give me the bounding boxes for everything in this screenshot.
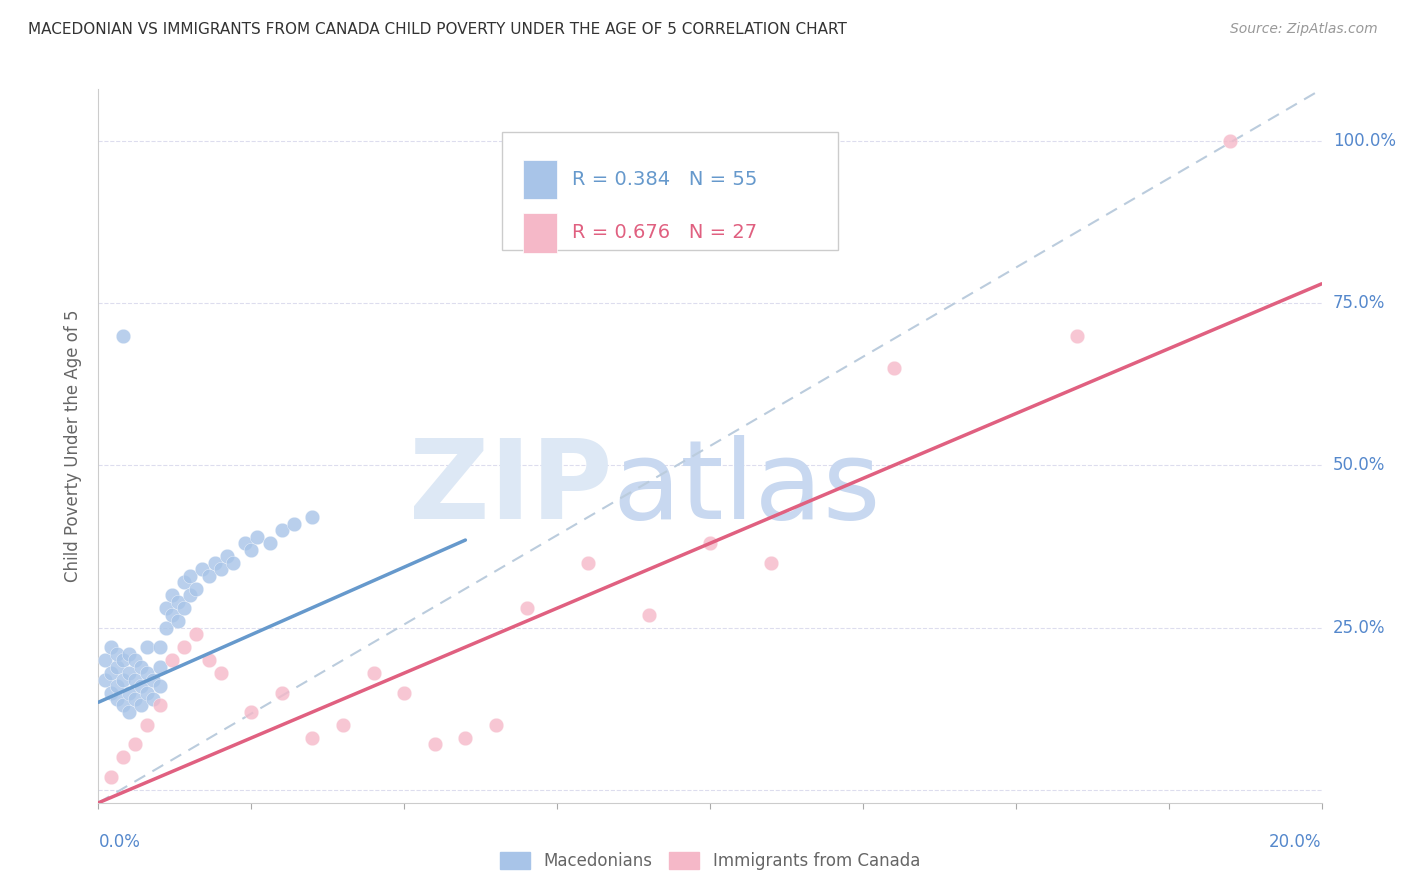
Point	[118, 685, 141, 699]
Point	[173, 575, 195, 590]
Point	[759, 556, 782, 570]
Point	[105, 692, 128, 706]
Point	[124, 653, 146, 667]
Point	[142, 673, 165, 687]
Point	[111, 653, 134, 667]
Point	[167, 614, 190, 628]
Point	[1219, 134, 1241, 148]
Point	[136, 718, 159, 732]
Bar	[523, 161, 557, 200]
Point	[270, 524, 292, 538]
Point	[100, 685, 122, 699]
Text: 0.0%: 0.0%	[98, 833, 141, 851]
Point	[197, 568, 219, 582]
Point	[197, 653, 219, 667]
Point	[392, 685, 416, 699]
Point	[155, 601, 177, 615]
Point	[149, 679, 172, 693]
Point	[149, 698, 172, 713]
Point	[136, 666, 159, 681]
Point	[173, 640, 195, 654]
Point	[160, 588, 183, 602]
Point	[111, 328, 134, 343]
Point	[118, 666, 141, 681]
Point	[155, 621, 177, 635]
Point	[124, 673, 146, 687]
Point	[105, 647, 128, 661]
Text: ZIP: ZIP	[409, 435, 612, 542]
Point	[129, 679, 152, 693]
Point	[129, 659, 152, 673]
Text: 50.0%: 50.0%	[1333, 457, 1385, 475]
Point	[186, 627, 208, 641]
Point	[160, 653, 183, 667]
Point	[240, 542, 263, 557]
Point	[124, 692, 146, 706]
Point	[209, 666, 232, 681]
Text: Source: ZipAtlas.com: Source: ZipAtlas.com	[1230, 22, 1378, 37]
Point	[111, 673, 134, 687]
Point	[93, 673, 115, 687]
Point	[516, 601, 538, 615]
Text: R = 0.676   N = 27: R = 0.676 N = 27	[572, 223, 756, 243]
Point	[100, 666, 122, 681]
Point	[215, 549, 238, 564]
Point	[173, 601, 195, 615]
Text: MACEDONIAN VS IMMIGRANTS FROM CANADA CHILD POVERTY UNDER THE AGE OF 5 CORRELATIO: MACEDONIAN VS IMMIGRANTS FROM CANADA CHI…	[28, 22, 846, 37]
Text: 75.0%: 75.0%	[1333, 294, 1385, 312]
Point	[111, 698, 134, 713]
Point	[179, 588, 201, 602]
Text: R = 0.384   N = 55: R = 0.384 N = 55	[572, 170, 758, 189]
Point	[363, 666, 385, 681]
Point	[301, 731, 323, 745]
Point	[142, 692, 165, 706]
Point	[240, 705, 263, 719]
Y-axis label: Child Poverty Under the Age of 5: Child Poverty Under the Age of 5	[65, 310, 83, 582]
Point	[186, 582, 208, 596]
Text: 20.0%: 20.0%	[1270, 833, 1322, 851]
Point	[160, 607, 183, 622]
Point	[699, 536, 721, 550]
Point	[100, 770, 122, 784]
Point	[136, 685, 159, 699]
Point	[246, 530, 269, 544]
Point	[167, 595, 190, 609]
Point	[179, 568, 201, 582]
Point	[105, 679, 128, 693]
Point	[1066, 328, 1088, 343]
Point	[93, 653, 115, 667]
Point	[129, 698, 152, 713]
Point	[883, 361, 905, 376]
Point	[191, 562, 214, 576]
Text: atlas: atlas	[612, 435, 880, 542]
Point	[105, 659, 128, 673]
Point	[423, 738, 446, 752]
Point	[118, 647, 141, 661]
Point	[204, 556, 226, 570]
Point	[301, 510, 323, 524]
Point	[485, 718, 508, 732]
Point	[270, 685, 292, 699]
Point	[637, 607, 661, 622]
Text: 25.0%: 25.0%	[1333, 619, 1385, 637]
Point	[233, 536, 256, 550]
FancyBboxPatch shape	[502, 132, 838, 250]
Point	[283, 516, 305, 531]
Point	[259, 536, 281, 550]
Point	[149, 659, 172, 673]
Point	[209, 562, 232, 576]
Point	[149, 640, 172, 654]
Text: 100.0%: 100.0%	[1333, 132, 1396, 150]
Bar	[523, 213, 557, 252]
Point	[454, 731, 477, 745]
Point	[222, 556, 245, 570]
Point	[124, 738, 146, 752]
Point	[100, 640, 122, 654]
Point	[118, 705, 141, 719]
Point	[332, 718, 354, 732]
Point	[111, 750, 134, 764]
Point	[136, 640, 159, 654]
Legend: Macedonians, Immigrants from Canada: Macedonians, Immigrants from Canada	[494, 845, 927, 877]
Point	[576, 556, 599, 570]
